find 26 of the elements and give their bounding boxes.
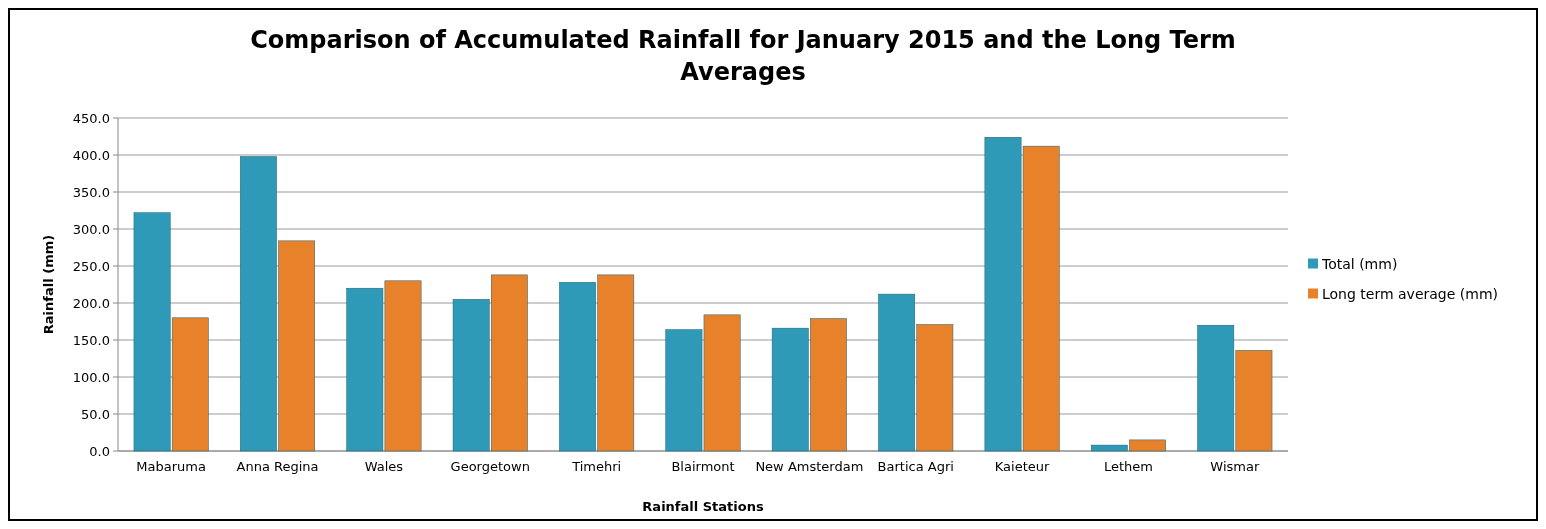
y-tick-label: 50.0 bbox=[81, 406, 110, 422]
y-tick-label: 400.0 bbox=[72, 147, 110, 163]
y-tick-label: 450.0 bbox=[72, 110, 110, 126]
x-tick-label: Wismar bbox=[1210, 459, 1260, 474]
y-tick-label: 150.0 bbox=[72, 332, 110, 348]
legend-label: Total (mm) bbox=[1321, 256, 1398, 273]
chart-title: Comparison of Accumulated Rainfall for January 2015 and the Long Term Averages bbox=[250, 26, 1236, 86]
x-axis-title: Rainfall Stations bbox=[642, 499, 764, 514]
y-axis-title: Rainfall (mm) bbox=[41, 234, 56, 335]
y-tick-label: 300.0 bbox=[72, 221, 110, 237]
x-tick-label: Anna Regina bbox=[236, 459, 319, 474]
y-tick-label: 200.0 bbox=[72, 295, 110, 311]
x-tick-label: Kaieteur bbox=[994, 459, 1051, 474]
x-tick-label: Bartica Agri bbox=[877, 459, 954, 474]
x-tick-label: Wales bbox=[364, 459, 404, 474]
x-tick-label: Lethem bbox=[1103, 459, 1153, 474]
y-tick-label: 250.0 bbox=[72, 258, 110, 274]
y-tick-label: 0.0 bbox=[89, 443, 110, 459]
x-tick-label: Mabaruma bbox=[136, 459, 206, 474]
y-tick-label: 350.0 bbox=[72, 184, 110, 200]
x-tick-label: New Amsterdam bbox=[755, 459, 864, 474]
y-tick-label: 100.0 bbox=[72, 369, 110, 385]
x-tick-label: Blairmont bbox=[671, 459, 735, 474]
x-tick-label: Timehri bbox=[571, 459, 622, 474]
x-tick-label: Georgetown bbox=[450, 459, 530, 474]
legend-label: Long term average (mm) bbox=[1322, 286, 1498, 303]
